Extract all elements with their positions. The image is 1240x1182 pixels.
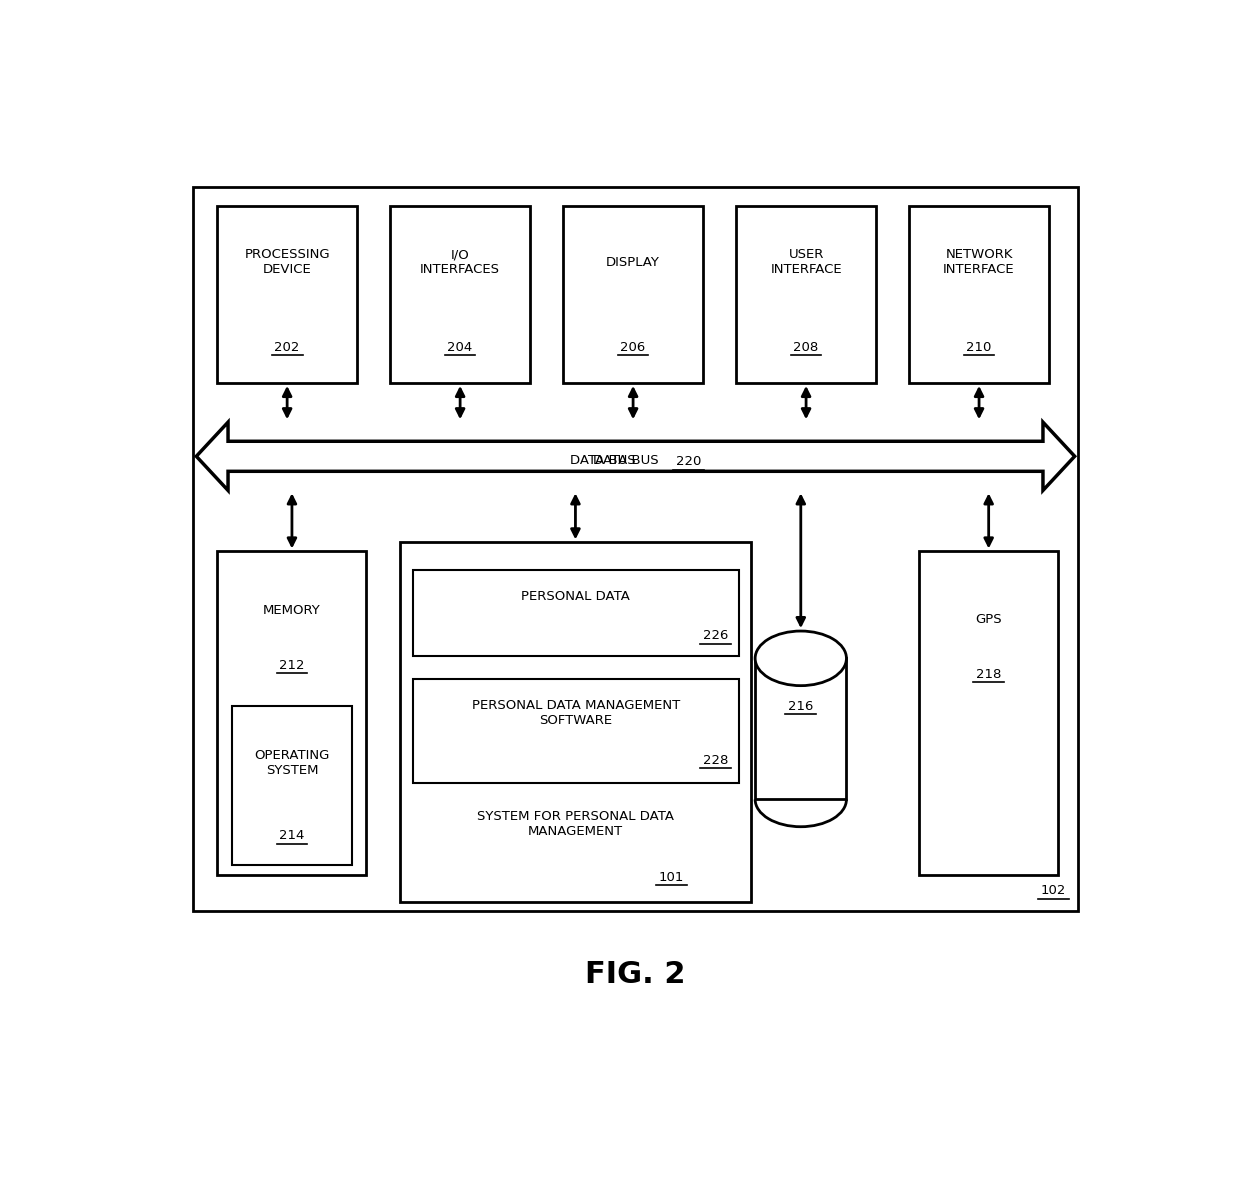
Bar	[755, 658, 847, 799]
Text: 101: 101	[658, 871, 684, 884]
Text: 206: 206	[620, 340, 646, 353]
Text: USER
INTERFACE: USER INTERFACE	[770, 248, 842, 277]
Text: 212: 212	[279, 658, 305, 671]
Text: 220: 220	[676, 455, 701, 468]
Text: 208: 208	[794, 340, 818, 353]
Bar	[413, 570, 739, 656]
Bar	[391, 206, 529, 383]
Bar	[401, 543, 750, 902]
Bar	[217, 551, 367, 875]
Text: DATA BUS: DATA BUS	[593, 454, 658, 467]
Text: PERSONAL DATA: PERSONAL DATA	[522, 590, 630, 603]
Bar	[217, 206, 357, 383]
Text: PERSONAL DATA MANAGEMENT
SOFTWARE: PERSONAL DATA MANAGEMENT SOFTWARE	[471, 699, 680, 727]
Bar	[193, 187, 1078, 911]
Text: 218: 218	[976, 668, 1002, 681]
Bar	[909, 206, 1049, 383]
Bar	[413, 678, 739, 784]
Text: OPERATING
SYSTEM: OPERATING SYSTEM	[254, 749, 330, 777]
Bar	[919, 551, 1059, 875]
Text: FIG. 2: FIG. 2	[585, 960, 686, 989]
Text: DATA BUS: DATA BUS	[570, 454, 635, 467]
Text: DISPLAY: DISPLAY	[606, 256, 660, 269]
Text: I/O
INTERFACES: I/O INTERFACES	[420, 248, 500, 277]
Text: MEMORY: MEMORY	[263, 604, 321, 617]
Text: GPS: GPS	[976, 613, 1002, 626]
Ellipse shape	[755, 631, 847, 686]
Text: NETWORK
INTERFACE: NETWORK INTERFACE	[944, 248, 1014, 277]
Bar	[563, 206, 703, 383]
Text: 214: 214	[279, 830, 305, 843]
Text: 228: 228	[703, 754, 728, 767]
Polygon shape	[196, 422, 1075, 491]
Text: 202: 202	[274, 340, 300, 353]
Text: 102: 102	[1040, 884, 1066, 897]
Text: 216: 216	[789, 700, 813, 713]
Text: 210: 210	[966, 340, 992, 353]
Bar	[232, 706, 352, 865]
Text: PROCESSING
DEVICE: PROCESSING DEVICE	[244, 248, 330, 277]
Text: 204: 204	[448, 340, 472, 353]
Bar	[737, 206, 875, 383]
Text: 226: 226	[703, 629, 728, 642]
Text: SYSTEM FOR PERSONAL DATA
MANAGEMENT: SYSTEM FOR PERSONAL DATA MANAGEMENT	[477, 811, 673, 838]
